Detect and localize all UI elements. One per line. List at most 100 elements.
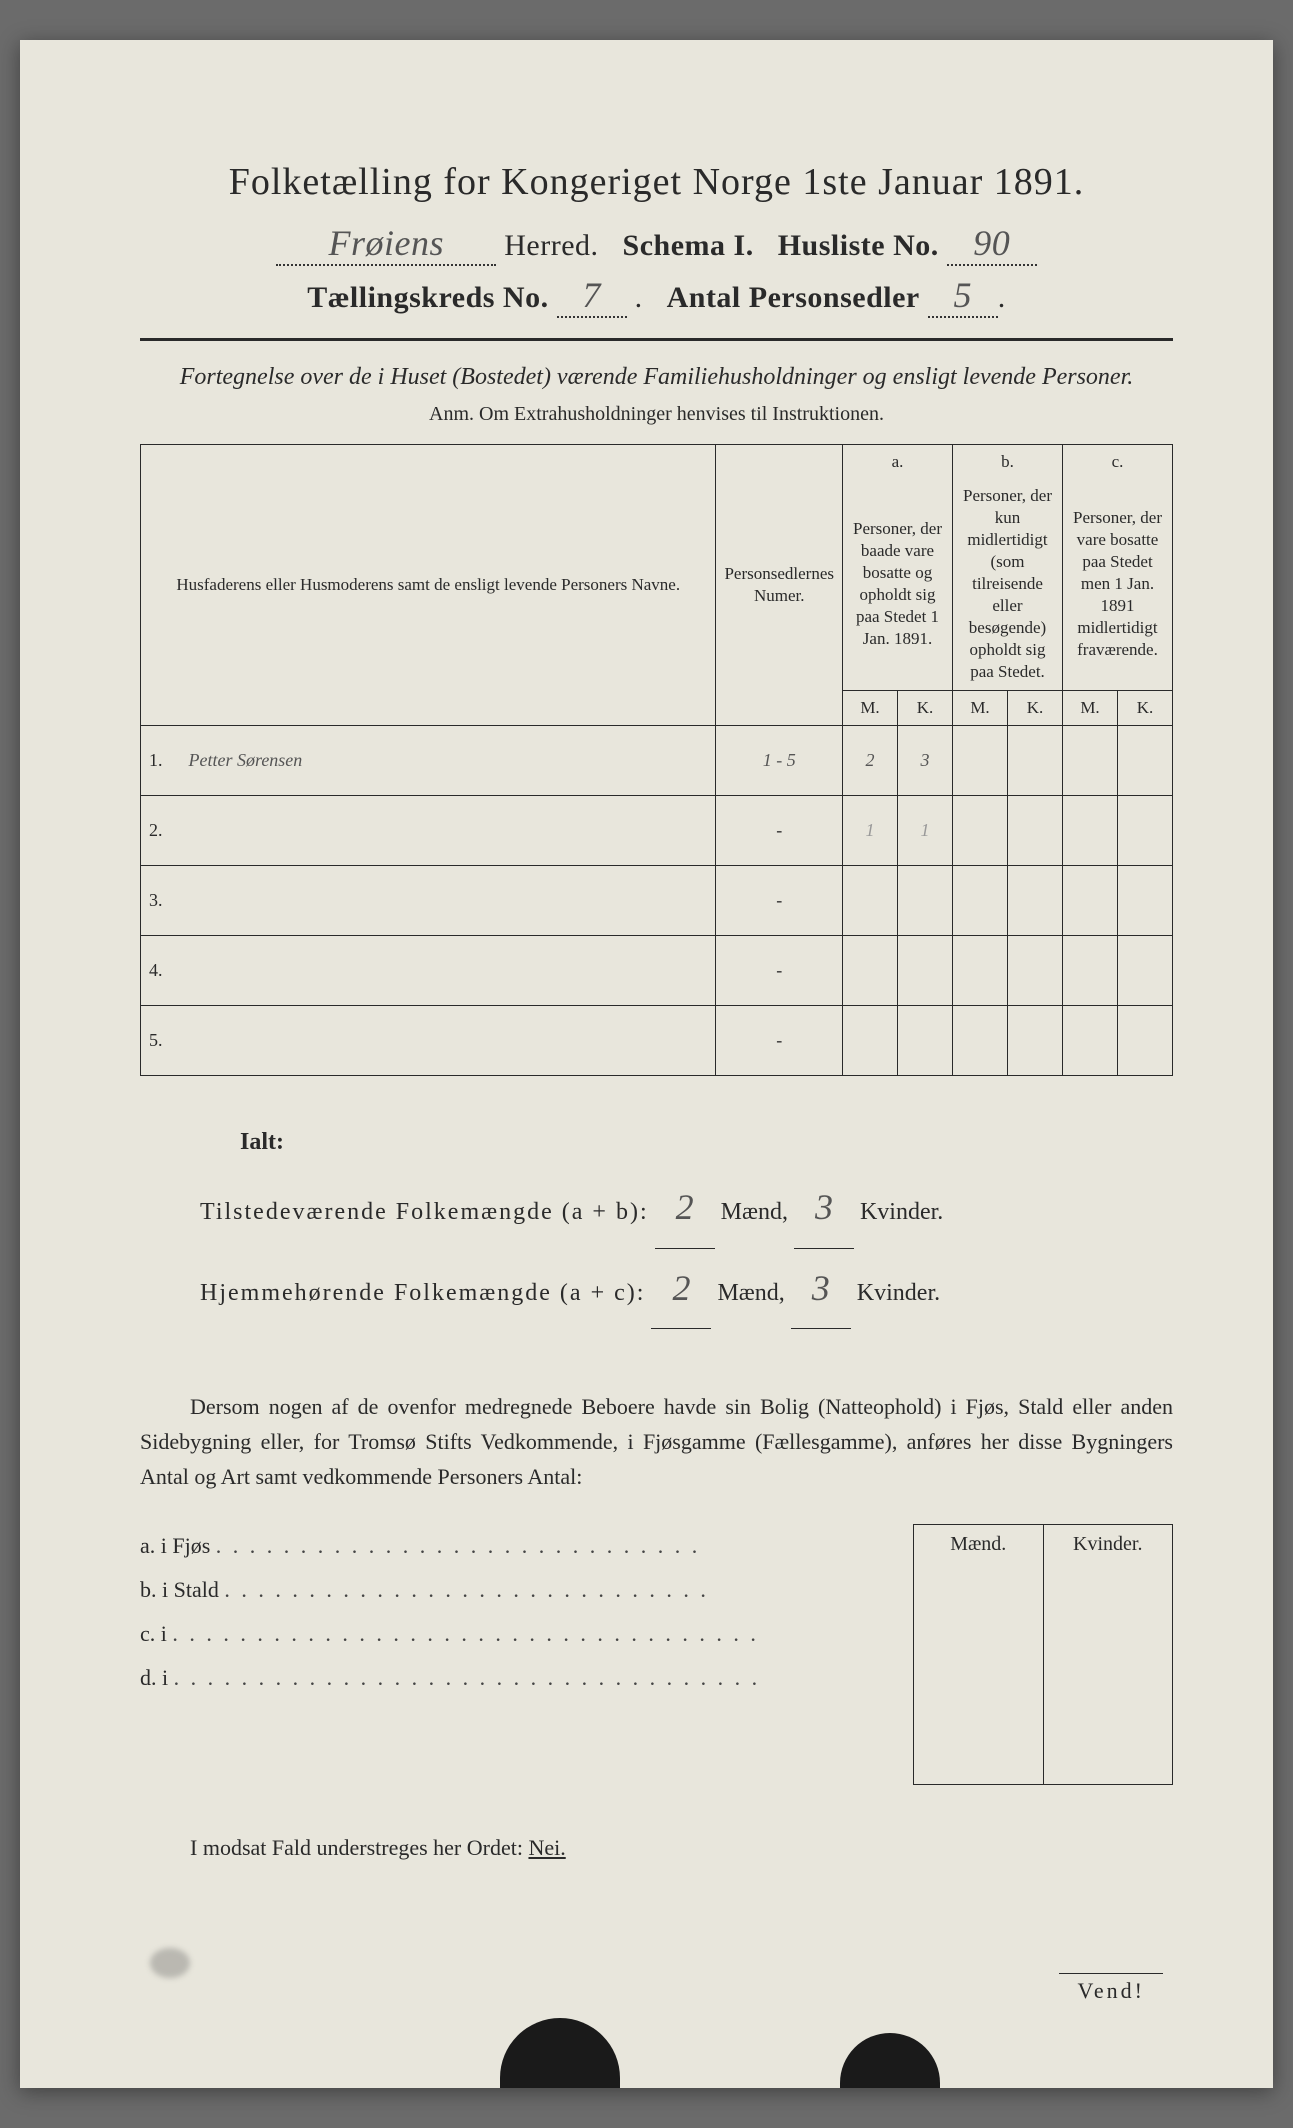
building-block: a. i Fjøs . . . . . . . . . . . . . . . … bbox=[140, 1524, 1173, 1785]
census-form-page: Folketælling for Kongeriget Norge 1ste J… bbox=[20, 40, 1273, 2088]
intro-text: Fortegnelse over de i Huset (Bostedet) v… bbox=[140, 361, 1173, 395]
row-bk bbox=[1008, 725, 1063, 795]
row-bm bbox=[953, 795, 1008, 865]
row-name bbox=[181, 935, 716, 1005]
row-cm bbox=[1063, 795, 1118, 865]
row-name bbox=[181, 865, 716, 935]
col-b-label: b. bbox=[953, 444, 1063, 479]
mk-col-k bbox=[1044, 1564, 1174, 1784]
table-row: 2. - 1 1 bbox=[141, 795, 1173, 865]
row-num: 5. bbox=[141, 1005, 181, 1075]
hjemme-label: Hjemmehørende Folkemængde (a + c): bbox=[200, 1280, 645, 1306]
col-c-label: c. bbox=[1063, 444, 1173, 479]
row-bk bbox=[1008, 795, 1063, 865]
dots: . . . . . . . . . . . . . . . . . . . . … bbox=[224, 1577, 709, 1602]
row-num: 3. bbox=[141, 865, 181, 935]
row-bk bbox=[1008, 865, 1063, 935]
kreds-label: Tællingskreds No. bbox=[307, 281, 548, 314]
husliste-value: 90 bbox=[947, 222, 1037, 266]
antal-value: 5 bbox=[928, 274, 998, 318]
tilstede-label: Tilstedeværende Folkemængde (a + b): bbox=[200, 1199, 649, 1225]
row-am: 2 bbox=[843, 725, 898, 795]
col-b-text: Personer, der kun midlertidigt (som tilr… bbox=[953, 479, 1063, 690]
col-c-text: Personer, der vare bosatte paa Stedet me… bbox=[1063, 479, 1173, 690]
row-ck bbox=[1118, 795, 1173, 865]
household-table: Husfaderens eller Husmoderens samt de en… bbox=[140, 444, 1173, 1076]
b-k: K. bbox=[1008, 690, 1063, 725]
table-row: 1. Petter Sørensen 1 - 5 2 3 bbox=[141, 725, 1173, 795]
maend-1: Mænd, bbox=[721, 1199, 788, 1225]
husliste-label: Husliste No. bbox=[778, 229, 939, 262]
row-num: 1. bbox=[141, 725, 181, 795]
ink-blot-icon bbox=[840, 2033, 940, 2088]
row-cm bbox=[1063, 865, 1118, 935]
ialt-label: Ialt: bbox=[240, 1129, 284, 1155]
row-am bbox=[843, 865, 898, 935]
row-bm bbox=[953, 725, 1008, 795]
bl-c: c. i bbox=[140, 1621, 167, 1646]
antal-label: Antal Personsedler bbox=[667, 281, 920, 314]
dots: . . . . . . . . . . . . . . . . . . . . … bbox=[216, 1533, 701, 1558]
row-ck bbox=[1118, 935, 1173, 1005]
row-am bbox=[843, 935, 898, 1005]
header-line-3: Tællingskreds No. 7 . Antal Personsedler… bbox=[140, 274, 1173, 318]
tilstede-m: 2 bbox=[655, 1168, 715, 1248]
kreds-value: 7 bbox=[557, 274, 627, 318]
row-numer: 1 - 5 bbox=[716, 725, 843, 795]
page-title: Folketælling for Kongeriget Norge 1ste J… bbox=[140, 160, 1173, 204]
row-numer: - bbox=[716, 935, 843, 1005]
nei-pre: I modsat Fald understreges her Ordet: bbox=[190, 1835, 528, 1860]
row-num: 2. bbox=[141, 795, 181, 865]
ink-blot-icon bbox=[500, 2018, 620, 2088]
row-ck bbox=[1118, 1005, 1173, 1075]
row-ak bbox=[898, 1005, 953, 1075]
nei-line: I modsat Fald understreges her Ordet: Ne… bbox=[140, 1835, 1173, 1861]
c-m: M. bbox=[1063, 690, 1118, 725]
row-ak: 3 bbox=[898, 725, 953, 795]
paragraph-text: Dersom nogen af de ovenfor medregnede Be… bbox=[140, 1389, 1173, 1495]
building-lines: a. i Fjøs . . . . . . . . . . . . . . . … bbox=[140, 1524, 893, 1785]
b-m: M. bbox=[953, 690, 1008, 725]
divider-1 bbox=[140, 338, 1173, 341]
row-num: 4. bbox=[141, 935, 181, 1005]
dots: . . . . . . . . . . . . . . . . . . . . … bbox=[174, 1665, 761, 1690]
col-a-label: a. bbox=[843, 444, 953, 479]
row-bm bbox=[953, 1005, 1008, 1075]
row-name bbox=[181, 1005, 716, 1075]
dots: . . . . . . . . . . . . . . . . . . . . … bbox=[172, 1621, 759, 1646]
tilstede-k: 3 bbox=[794, 1168, 854, 1248]
anm-text: Anm. Om Extrahusholdninger henvises til … bbox=[140, 403, 1173, 426]
mk-kvinder: Kvinder. bbox=[1044, 1525, 1174, 1564]
mk-box: Mænd. Kvinder. bbox=[913, 1524, 1173, 1785]
row-ak: 1 bbox=[898, 795, 953, 865]
a-m: M. bbox=[843, 690, 898, 725]
row-name bbox=[181, 795, 716, 865]
mk-col-m bbox=[914, 1564, 1044, 1784]
maend-2: Mænd, bbox=[717, 1280, 784, 1306]
col-numer-header: Personsedlernes Numer. bbox=[716, 444, 843, 725]
row-bk bbox=[1008, 1005, 1063, 1075]
table-row: 5. - bbox=[141, 1005, 1173, 1075]
a-k: K. bbox=[898, 690, 953, 725]
mk-maend: Mænd. bbox=[914, 1525, 1044, 1564]
row-bm bbox=[953, 935, 1008, 1005]
row-bm bbox=[953, 865, 1008, 935]
herred-label: Herred. bbox=[504, 229, 598, 262]
herred-value: Frøiens bbox=[276, 222, 496, 266]
table-body: 1. Petter Sørensen 1 - 5 2 3 2. - 1 1 bbox=[141, 725, 1173, 1075]
table-row: 4. - bbox=[141, 935, 1173, 1005]
row-ck bbox=[1118, 725, 1173, 795]
row-ak bbox=[898, 865, 953, 935]
header-line-2: Frøiens Herred. Schema I. Husliste No. 9… bbox=[140, 222, 1173, 266]
row-name: Petter Sørensen bbox=[181, 725, 716, 795]
bl-a: a. i Fjøs bbox=[140, 1533, 210, 1558]
hjemme-k: 3 bbox=[791, 1249, 851, 1329]
row-ck bbox=[1118, 865, 1173, 935]
row-numer: - bbox=[716, 865, 843, 935]
kvinder-2: Kvinder. bbox=[857, 1280, 940, 1306]
row-cm bbox=[1063, 725, 1118, 795]
row-numer: - bbox=[716, 1005, 843, 1075]
col-a-text: Personer, der baade vare bosatte og opho… bbox=[843, 479, 953, 690]
col-names-header: Husfaderens eller Husmoderens samt de en… bbox=[141, 444, 716, 725]
row-am bbox=[843, 1005, 898, 1075]
